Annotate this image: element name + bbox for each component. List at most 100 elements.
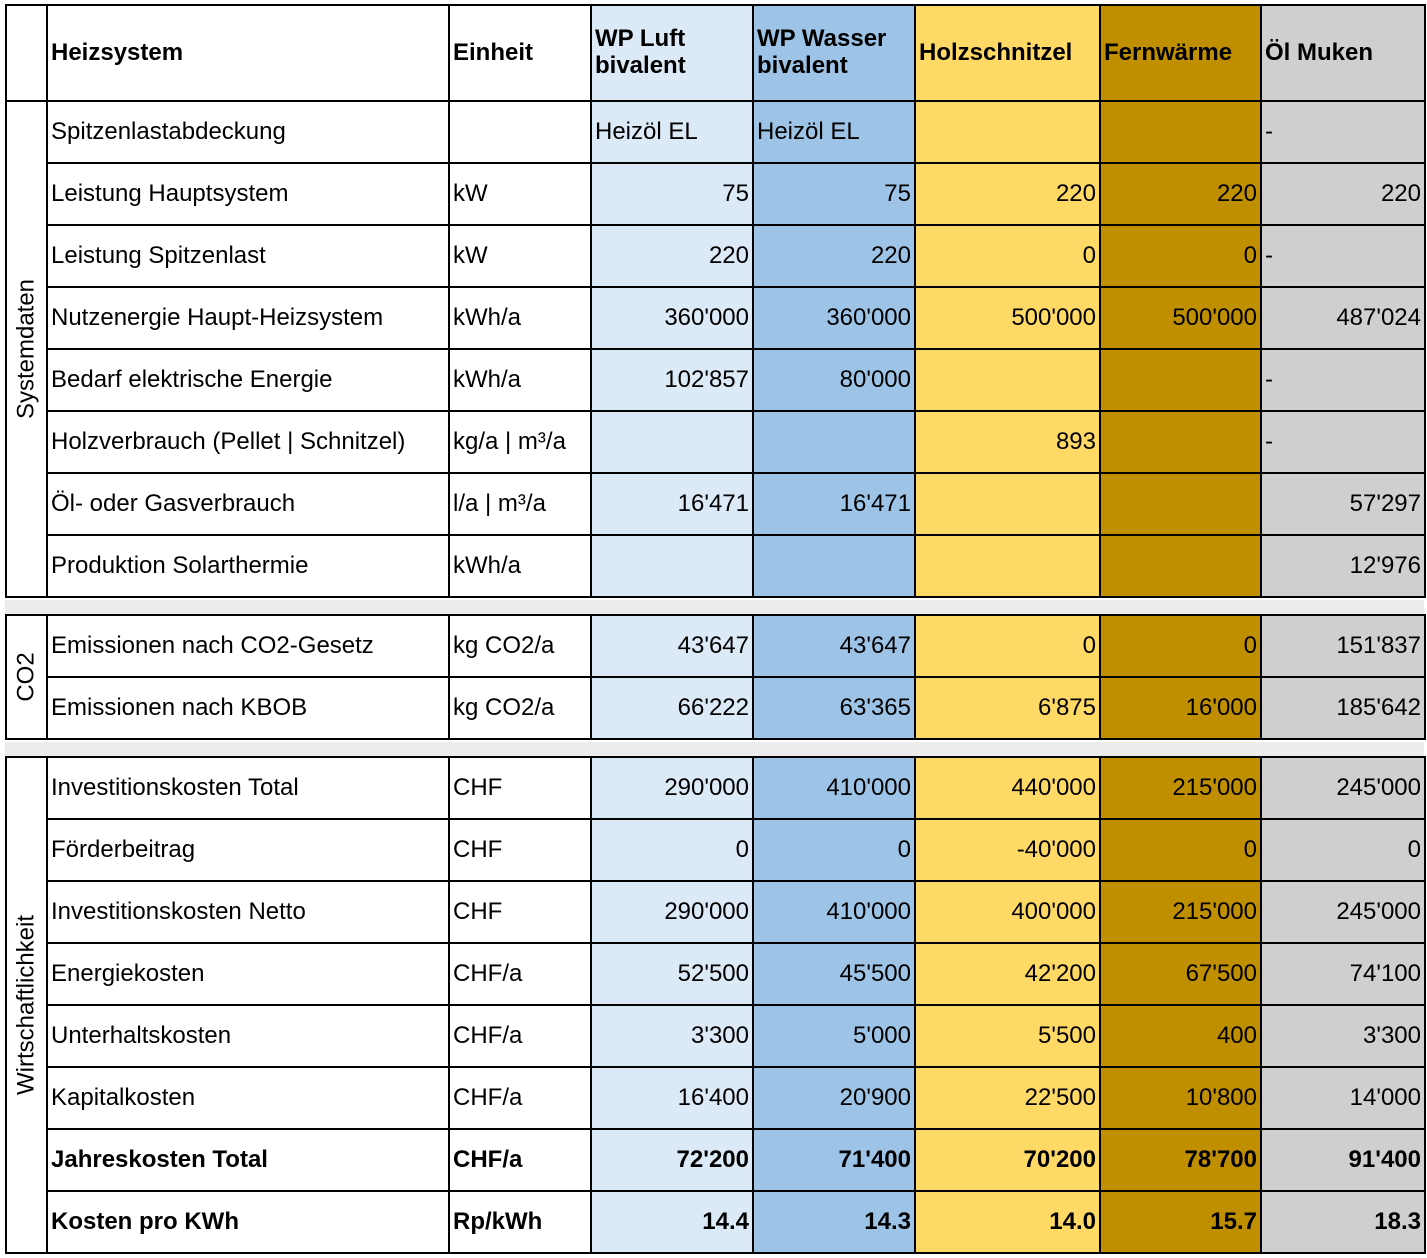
cell-oel-muken: 487'024 (1260, 286, 1426, 350)
cell-holzschnitzel: 440'000 (914, 756, 1101, 820)
cell-fernwaerme: 16'000 (1099, 676, 1262, 740)
cell-wp-wasser: 63'365 (752, 676, 916, 740)
row-unit: kWh/a (448, 286, 592, 350)
cell-fernwaerme (1099, 100, 1262, 164)
cell-fernwaerme: 0 (1099, 224, 1262, 288)
cell-fernwaerme (1099, 410, 1262, 474)
row-unit: kg CO2/a (448, 676, 592, 740)
cell-oel-muken: 245'000 (1260, 756, 1426, 820)
row-unit: kg/a | m³/a (448, 410, 592, 474)
row-unit: CHF/a (448, 942, 592, 1006)
cell-oel-muken: 185'642 (1260, 676, 1426, 740)
cell-oel-muken: 91'400 (1260, 1128, 1426, 1192)
row-label: Kapitalkosten (46, 1066, 450, 1130)
group-label-cell: Wirtschaftlichkeit (5, 756, 48, 1254)
cell-holzschnitzel: 42'200 (914, 942, 1101, 1006)
row-unit: CHF/a (448, 1128, 592, 1192)
cell-wp-luft: 43'647 (590, 614, 754, 678)
cell-wp-wasser: 0 (752, 818, 916, 882)
row-unit: kW (448, 224, 592, 288)
cell-wp-luft: 290'000 (590, 756, 754, 820)
cell-wp-luft: 16'400 (590, 1066, 754, 1130)
table-row: Kapitalkosten CHF/a 16'400 20'900 22'500 10'8… (6, 1066, 1426, 1130)
cell-oel-muken: - (1260, 410, 1426, 474)
cell-wp-wasser: 43'647 (752, 614, 916, 678)
cell-fernwaerme: 15.7 (1099, 1190, 1262, 1254)
cell-wp-wasser: 45'500 (752, 942, 916, 1006)
cell-wp-luft: 102'857 (590, 348, 754, 412)
row-label: Leistung Hauptsystem (46, 162, 450, 226)
cell-fernwaerme: 215'000 (1099, 756, 1262, 820)
cell-wp-luft: 66'222 (590, 676, 754, 740)
cell-wp-luft: 3'300 (590, 1004, 754, 1068)
row-unit: CHF (448, 818, 592, 882)
cell-wp-wasser: 360'000 (752, 286, 916, 350)
cell-fernwaerme: 0 (1099, 818, 1262, 882)
group-label-cell: Systemdaten (5, 100, 48, 598)
table-row: Förderbeitrag CHF 0 0 -40'000 0 0 (6, 818, 1426, 882)
header-fernwaerme: Fernwärme (1099, 4, 1262, 102)
header-heizsystem: Heizsystem (46, 4, 450, 102)
cell-wp-luft: 0 (590, 818, 754, 882)
row-unit: CHF (448, 756, 592, 820)
row-label: Spitzenlastabdeckung (46, 100, 450, 164)
wirtschaftlichkeit-rows: Wirtschaftlichkeit Investitionskosten Tot… (5, 756, 1426, 1254)
table-row: Wirtschaftlichkeit Investitionskosten Tot… (5, 756, 1426, 1254)
cell-oel-muken: 0 (1260, 818, 1426, 882)
cell-wp-luft: Heizöl EL (590, 100, 754, 164)
cell-wp-luft: 72'200 (590, 1128, 754, 1192)
cell-wp-luft: 75 (590, 162, 754, 226)
row-unit: kWh/a (448, 348, 592, 412)
header-holzschnitzel: Holzschnitzel (914, 4, 1101, 102)
header-table: Heizsystem Einheit WP Luft bivalent WP W… (5, 4, 1426, 102)
cell-oel-muken: 245'000 (1260, 880, 1426, 944)
cell-wp-wasser: 220 (752, 224, 916, 288)
cell-oel-muken: - (1260, 348, 1426, 412)
table-row: Energiekosten CHF/a 52'500 45'500 42'200 67'5… (6, 942, 1426, 1006)
header-wp-luft: WP Luft bivalent (590, 4, 754, 102)
cell-oel-muken: 18.3 (1260, 1190, 1426, 1254)
cell-fernwaerme (1099, 472, 1262, 536)
group-label-cell: CO2 (5, 614, 48, 740)
table-row: Nutzenergie Haupt-Heizsystem kWh/a 360'000… (6, 286, 1426, 350)
row-unit: CHF/a (448, 1004, 592, 1068)
cell-wp-wasser: 16'471 (752, 472, 916, 536)
co2-rows: CO2 Emissionen nach CO2-Gesetz kg CO2/a 43'… (5, 614, 1426, 740)
cell-holzschnitzel: 22'500 (914, 1066, 1101, 1130)
cell-fernwaerme: 500'000 (1099, 286, 1262, 350)
cell-holzschnitzel: -40'000 (914, 818, 1101, 882)
row-label: Produktion Solarthermie (46, 534, 450, 598)
cell-holzschnitzel: 220 (914, 162, 1101, 226)
corner-cell (5, 4, 48, 102)
row-unit: kWh/a (448, 534, 592, 598)
cell-wp-luft (590, 534, 754, 598)
row-label: Unterhaltskosten (46, 1004, 450, 1068)
cell-holzschnitzel: 6'875 (914, 676, 1101, 740)
row-unit (448, 100, 592, 164)
row-label: Kosten pro KWh (46, 1190, 450, 1254)
cell-wp-wasser: 5'000 (752, 1004, 916, 1068)
cell-oel-muken: 57'297 (1260, 472, 1426, 536)
cell-oel-muken: 14'000 (1260, 1066, 1426, 1130)
cell-holzschnitzel: 70'200 (914, 1128, 1101, 1192)
group-label: CO2 (12, 652, 40, 702)
row-unit: Rp/kWh (448, 1190, 592, 1254)
cell-fernwaerme: 10'800 (1099, 1066, 1262, 1130)
cell-oel-muken: 74'100 (1260, 942, 1426, 1006)
row-label: Investitionskosten Total (46, 756, 450, 820)
table-row: Investitionskosten Netto CHF 290'000 410'00… (6, 880, 1426, 944)
row-label: Nutzenergie Haupt-Heizsystem (46, 286, 450, 350)
cell-wp-wasser: 14.3 (752, 1190, 916, 1254)
header-oel-muken: Öl Muken (1260, 4, 1426, 102)
table-row: Emissionen nach KBOB kg CO2/a 66'222 63'365… (6, 676, 1426, 740)
header-einheit: Einheit (448, 4, 592, 102)
row-label: Emissionen nach CO2-Gesetz (46, 614, 450, 678)
cell-holzschnitzel: 400'000 (914, 880, 1101, 944)
cell-holzschnitzel: 893 (914, 410, 1101, 474)
cell-fernwaerme: 78'700 (1099, 1128, 1262, 1192)
co2-table: CO2 Emissionen nach CO2-Gesetz kg CO2/a 43'… (5, 614, 1426, 740)
row-unit: kW (448, 162, 592, 226)
table-row: Holzverbrauch (Pellet | Schnitzel) kg/a |… (6, 410, 1426, 474)
row-label: Öl- oder Gasverbrauch (46, 472, 450, 536)
group-label: Wirtschaftlichkeit (12, 914, 40, 1096)
